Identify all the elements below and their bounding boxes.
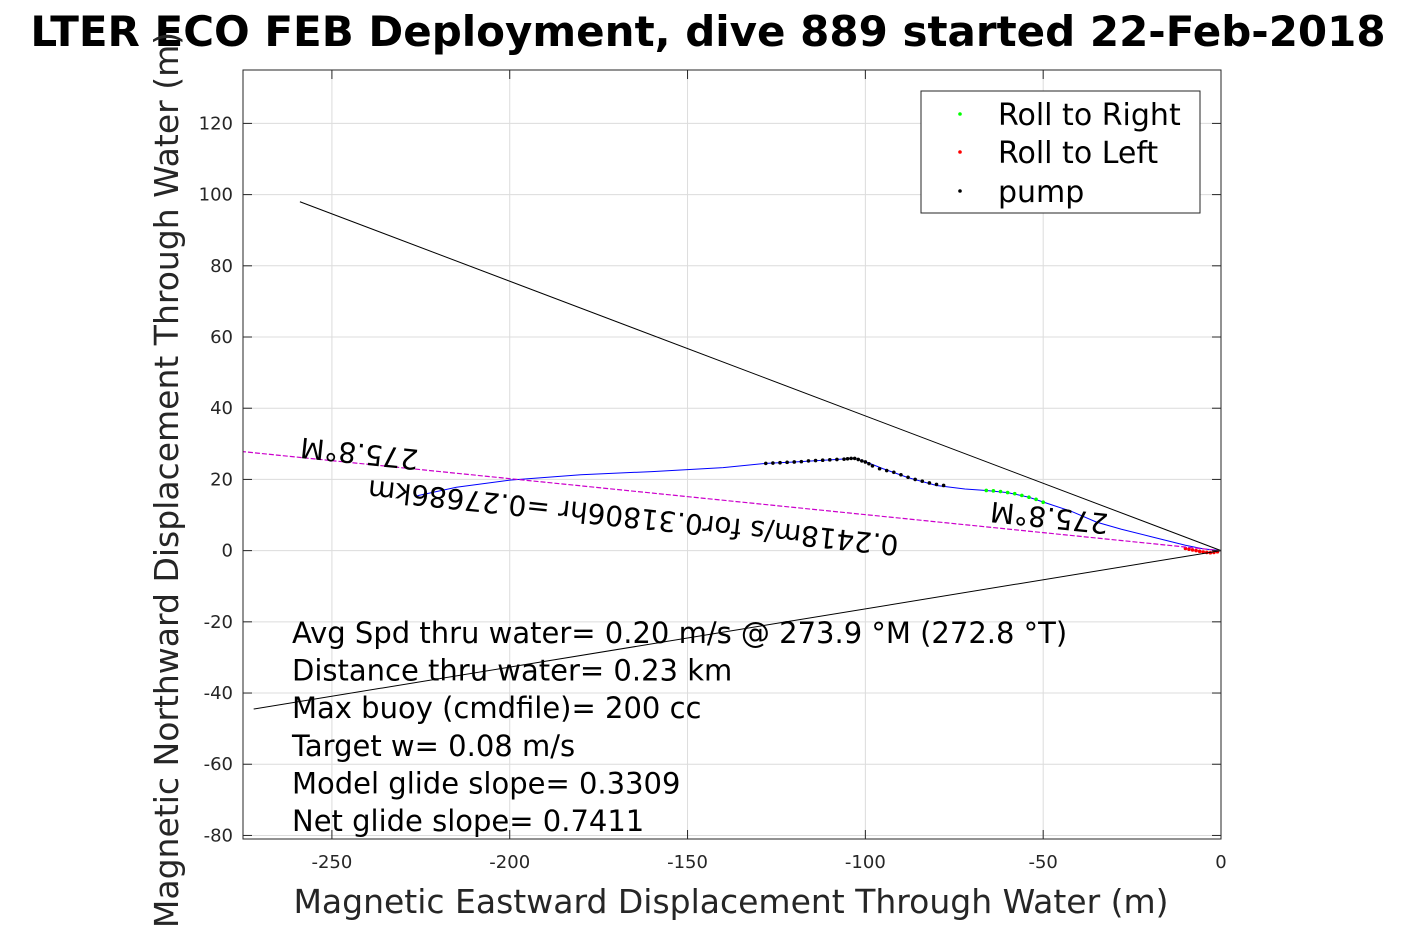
y-tick-label: 100 bbox=[199, 185, 233, 206]
tick-marks bbox=[243, 70, 1222, 839]
pump-point bbox=[884, 468, 889, 473]
roll-right-point bbox=[1027, 495, 1031, 500]
x-axis-label: Magnetic Eastward Displacement Through W… bbox=[293, 882, 1168, 921]
x-tick-label: 0 bbox=[1215, 852, 1226, 873]
x-tick-label: -50 bbox=[1028, 852, 1057, 873]
annotation-label: 275.8°M bbox=[299, 431, 420, 476]
pump-point bbox=[863, 460, 868, 464]
legend-box bbox=[920, 90, 1201, 214]
pump-point bbox=[867, 461, 871, 466]
heading-line bbox=[242, 451, 1222, 552]
pump-point bbox=[906, 475, 910, 480]
y-tick-label: 60 bbox=[210, 327, 233, 348]
plot-area-frame bbox=[242, 69, 1222, 840]
y-tick-label: -60 bbox=[204, 754, 233, 775]
chart-title: LTER ECO FEB Deployment, dive 889 starte… bbox=[30, 7, 1385, 56]
stats-line: Target w= 0.08 m/s bbox=[291, 729, 575, 763]
pump-point bbox=[927, 481, 932, 485]
envelope-upper-line bbox=[299, 201, 1222, 552]
pump-point bbox=[860, 459, 864, 463]
pump-point bbox=[852, 456, 857, 461]
annotation-layer: 275.8°M0.2418m/s for0.31806hr =0.27686km… bbox=[299, 431, 1110, 562]
roll-left-point bbox=[1183, 546, 1188, 551]
pump-point bbox=[785, 460, 789, 465]
roll-left-point bbox=[1190, 548, 1195, 552]
pump-point bbox=[828, 458, 832, 462]
roll-left-point bbox=[1197, 549, 1202, 554]
x-tick-label: -250 bbox=[311, 852, 352, 873]
y-tick-label: -40 bbox=[204, 683, 233, 704]
pump-point bbox=[820, 458, 825, 462]
legend-label-roll-left: Roll to Left bbox=[998, 136, 1158, 171]
legend: Roll to Right Roll to Left pump bbox=[920, 90, 1201, 214]
x-tick-label: -100 bbox=[845, 852, 886, 873]
pump-point bbox=[913, 477, 917, 482]
roll-right-point bbox=[991, 489, 996, 493]
roll-right-point bbox=[1012, 491, 1017, 496]
legend-label-roll-right: Roll to Right bbox=[998, 98, 1181, 133]
y-tick-label: -80 bbox=[204, 825, 233, 846]
data-layer bbox=[242, 201, 1222, 710]
pump-point bbox=[763, 461, 768, 466]
y-tick-label: 80 bbox=[210, 256, 233, 277]
pump-point bbox=[941, 483, 946, 488]
roll-right-point bbox=[1041, 500, 1045, 505]
y-tick-label: 20 bbox=[210, 469, 233, 490]
roll-right-point bbox=[1005, 490, 1010, 495]
pump-point bbox=[899, 472, 903, 477]
pump-point bbox=[799, 459, 804, 464]
pump-point bbox=[877, 466, 882, 471]
annotation-label: 0.2418m/s for0.31806hr =0.27686km bbox=[366, 473, 900, 562]
tick-labels: -250 -200 -150 -100 -50 0-80-60-40-2002040608… bbox=[199, 113, 1227, 873]
x-tick-label: -200 bbox=[489, 852, 530, 873]
pump-point bbox=[892, 470, 896, 475]
y-tick-label: -20 bbox=[204, 612, 233, 633]
legend-marker-roll-right bbox=[958, 112, 962, 116]
pump-point bbox=[813, 458, 818, 463]
pump-point bbox=[934, 482, 939, 487]
pump-point bbox=[842, 457, 846, 461]
pump-point bbox=[806, 459, 811, 463]
roll-right-point bbox=[998, 489, 1003, 494]
stats-line: Distance thru water= 0.23 km bbox=[292, 654, 732, 688]
stats-line: Max buoy (cmdfile)= 200 cc bbox=[292, 691, 701, 725]
y-tick-label: 40 bbox=[210, 398, 233, 419]
pump-point bbox=[792, 460, 797, 464]
stats-block: Avg Spd thru water= 0.20 m/s @ 273.9 °M … bbox=[291, 616, 1067, 838]
roll-left-point bbox=[1194, 548, 1198, 553]
y-tick-label: 120 bbox=[199, 113, 233, 134]
x-tick-label: -150 bbox=[667, 852, 708, 873]
pump-point bbox=[771, 461, 775, 465]
legend-marker-pump bbox=[958, 189, 962, 193]
pump-point bbox=[778, 460, 782, 465]
stats-line: Model glide slope= 0.3309 bbox=[292, 766, 680, 800]
roll-right-point bbox=[1034, 497, 1038, 502]
stats-line: Net glide slope= 0.7411 bbox=[292, 804, 644, 838]
pump-point bbox=[835, 457, 839, 462]
roll-left-point bbox=[1187, 547, 1191, 552]
pump-point bbox=[849, 456, 853, 461]
legend-marker-roll-left bbox=[958, 150, 962, 154]
pump-point bbox=[870, 464, 875, 468]
y-axis-label: Magnetic Northward Displacement Through … bbox=[147, 32, 186, 928]
pump-point bbox=[845, 456, 850, 461]
y-tick-label: 0 bbox=[222, 541, 233, 562]
envelope-lower-line bbox=[253, 550, 1222, 710]
legend-label-pump: pump bbox=[998, 175, 1084, 210]
pump-point bbox=[920, 479, 925, 484]
pump-point bbox=[856, 457, 861, 462]
stats-line: Avg Spd thru water= 0.20 m/s @ 273.9 °M … bbox=[292, 616, 1067, 650]
roll-right-point bbox=[984, 488, 989, 493]
roll-right-point bbox=[1020, 493, 1024, 498]
